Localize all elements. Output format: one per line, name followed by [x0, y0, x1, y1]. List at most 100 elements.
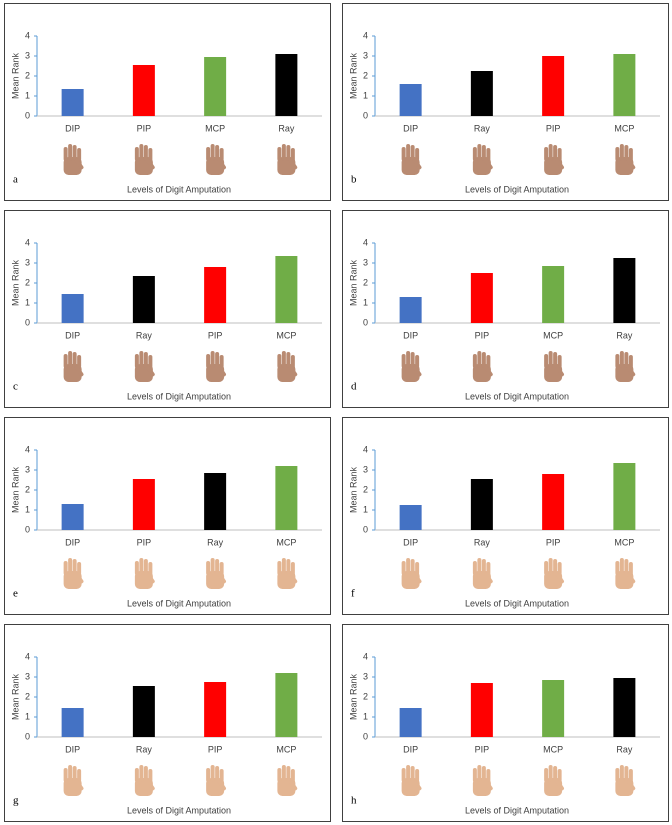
thumb	[555, 158, 564, 170]
y-tick-label: 2	[25, 691, 30, 701]
chart-panel: 0 1 2 3 4 Mean Rank DIP PIP Ray MCP Levels of Digi…	[4, 417, 331, 615]
hand-icon	[401, 765, 422, 796]
finger	[63, 768, 68, 782]
y-tick-label: 1	[363, 90, 368, 100]
finger	[410, 766, 415, 782]
finger	[624, 559, 629, 575]
bar	[204, 682, 227, 737]
hand-icon	[134, 558, 155, 589]
thumb	[626, 779, 636, 791]
thumb	[217, 779, 226, 791]
thumb	[146, 365, 155, 377]
finger	[290, 562, 295, 575]
y-tick-label: 1	[25, 504, 30, 514]
finger	[415, 355, 420, 368]
finger	[219, 148, 224, 161]
x-tick-label: DIP	[403, 744, 418, 754]
chart-panel: 0 1 2 3 4 Mean Rank DIP Ray PIP MCP Levels of Digi…	[342, 417, 669, 615]
finger	[215, 559, 220, 575]
panel-letter: f	[351, 588, 355, 600]
x-tick-label: Ray	[616, 744, 633, 754]
y-tick-label: 1	[25, 90, 30, 100]
finger	[628, 769, 633, 782]
finger	[281, 351, 286, 368]
y-tick-label: 4	[25, 30, 30, 40]
y-tick-label: 4	[363, 237, 368, 247]
finger	[477, 765, 482, 782]
finger	[134, 768, 139, 782]
y-tick-label: 0	[25, 731, 30, 741]
chart-panel: 0 1 2 3 4 Mean Rank DIP PIP MCP Ray Levels of Digi…	[4, 3, 331, 201]
finger	[210, 765, 215, 782]
x-axis-label: Levels of Digit Amputation	[127, 805, 231, 815]
panel-letter: h	[351, 795, 357, 807]
finger	[410, 352, 415, 368]
x-tick-label: PIP	[137, 123, 152, 133]
bar	[470, 273, 493, 323]
finger	[139, 144, 144, 161]
hand-icon	[63, 144, 84, 175]
finger	[143, 145, 148, 161]
finger	[401, 768, 406, 782]
finger	[219, 769, 224, 782]
finger	[215, 145, 220, 161]
finger	[410, 145, 415, 161]
thumb	[74, 365, 84, 377]
finger	[406, 558, 411, 575]
finger	[544, 768, 549, 782]
x-tick-label: Ray	[616, 330, 633, 340]
y-axis-label: Mean Rank	[10, 52, 20, 99]
finger	[619, 765, 624, 782]
bar	[275, 54, 298, 116]
y-tick-label: 4	[363, 30, 368, 40]
finger	[290, 148, 295, 161]
x-tick-label: PIP	[475, 744, 490, 754]
finger	[548, 144, 553, 161]
y-tick-label: 4	[363, 444, 368, 454]
thumb	[484, 572, 493, 584]
finger	[406, 144, 411, 161]
y-tick-label: 0	[25, 524, 30, 534]
y-tick-label: 2	[363, 691, 368, 701]
hand-icon	[277, 144, 298, 175]
x-axis-label: Levels of Digit Amputation	[127, 391, 231, 401]
y-tick-label: 2	[25, 277, 30, 287]
thumb	[217, 158, 226, 170]
bar	[61, 89, 84, 116]
finger	[77, 769, 82, 782]
y-tick-label: 3	[25, 50, 30, 60]
finger	[615, 147, 620, 161]
bar	[275, 466, 298, 530]
finger	[148, 562, 153, 575]
y-axis-label: Mean Rank	[348, 259, 358, 306]
finger	[143, 559, 148, 575]
thumb	[217, 365, 226, 377]
hand-icon	[401, 144, 422, 175]
y-tick-label: 2	[363, 277, 368, 287]
chart-panel: 0 1 2 3 4 Mean Rank DIP PIP MCP Ray Levels of Digi…	[342, 624, 669, 822]
finger	[615, 561, 620, 575]
thumb	[626, 158, 636, 170]
finger	[406, 765, 411, 782]
x-axis-label: Levels of Digit Amputation	[465, 391, 569, 401]
finger	[553, 145, 558, 161]
finger	[544, 561, 549, 575]
finger	[477, 558, 482, 575]
bar	[613, 54, 636, 116]
y-tick-label: 1	[25, 711, 30, 721]
bar	[399, 297, 422, 323]
bar	[61, 504, 84, 530]
x-tick-label: MCP	[543, 744, 563, 754]
y-tick-label: 3	[25, 257, 30, 267]
finger	[134, 561, 139, 575]
y-tick-label: 3	[25, 464, 30, 474]
finger	[206, 561, 211, 575]
bar	[132, 276, 155, 323]
bar	[61, 294, 84, 323]
chart-panel: 0 1 2 3 4 Mean Rank DIP Ray PIP MCP Levels of Digi…	[4, 624, 331, 822]
hand-icon	[401, 351, 422, 382]
finger	[286, 559, 291, 575]
y-tick-label: 2	[363, 70, 368, 80]
